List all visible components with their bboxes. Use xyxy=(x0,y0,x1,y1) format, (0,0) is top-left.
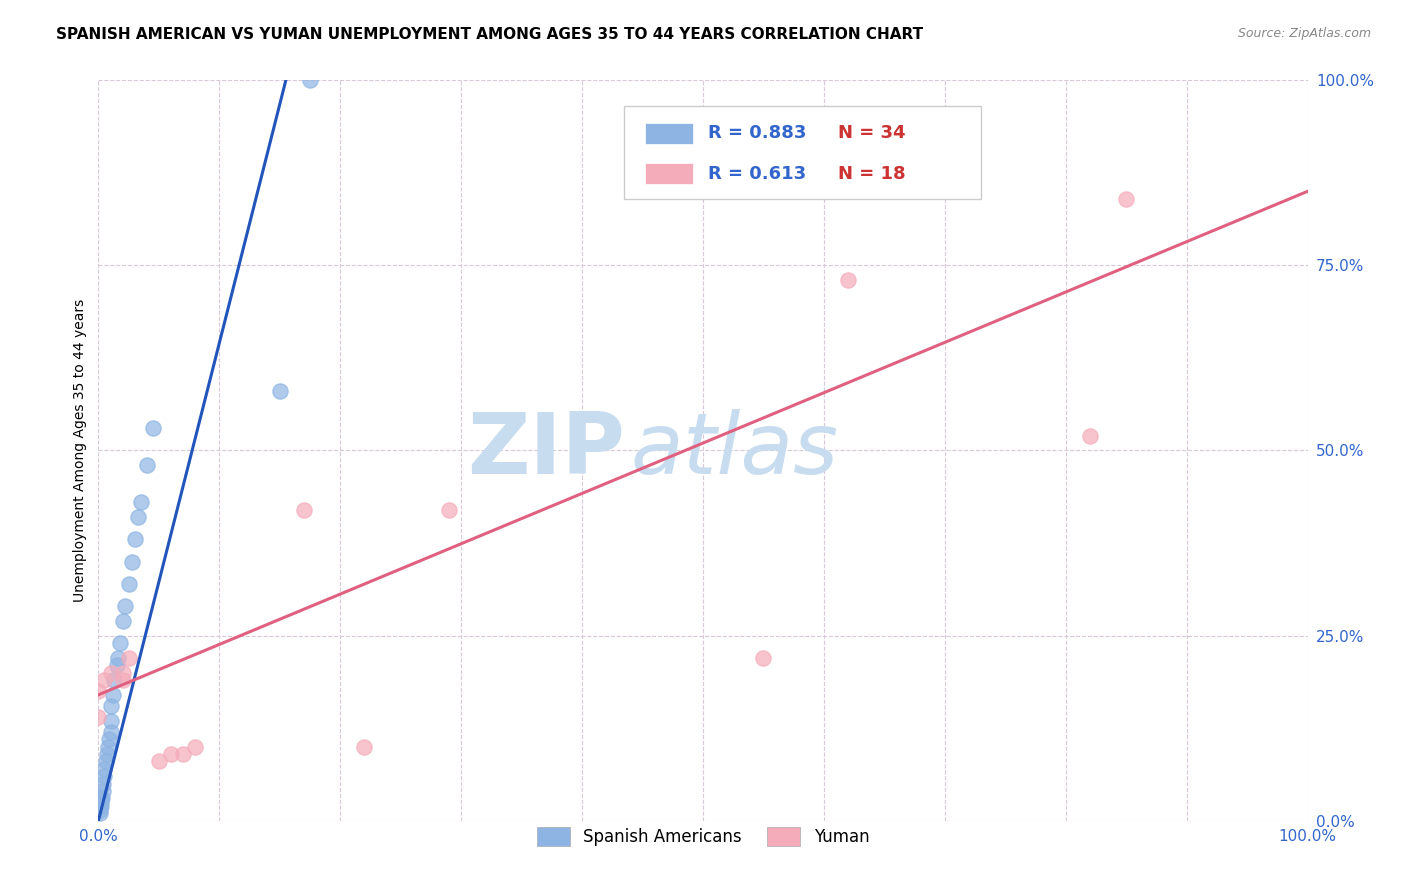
Point xyxy=(1115,192,1137,206)
Point xyxy=(114,599,136,613)
Point xyxy=(437,502,460,516)
Point xyxy=(87,684,110,698)
Text: R = 0.883: R = 0.883 xyxy=(707,124,806,143)
Point xyxy=(118,650,141,665)
Point xyxy=(90,798,112,813)
Point xyxy=(101,688,124,702)
Point xyxy=(90,791,112,805)
FancyBboxPatch shape xyxy=(645,163,693,184)
Point xyxy=(87,710,110,724)
Point xyxy=(100,714,122,728)
Point xyxy=(89,798,111,813)
Point xyxy=(353,739,375,754)
Text: atlas: atlas xyxy=(630,409,838,492)
Legend: Spanish Americans, Yuman: Spanish Americans, Yuman xyxy=(530,821,876,853)
Point xyxy=(89,803,111,817)
Point xyxy=(103,673,125,687)
Point xyxy=(299,73,322,87)
Point xyxy=(111,673,134,687)
Point xyxy=(94,755,117,769)
Point xyxy=(91,776,114,791)
Point xyxy=(91,784,114,798)
Point xyxy=(108,636,131,650)
Point xyxy=(111,614,134,628)
Point xyxy=(172,747,194,761)
Y-axis label: Unemployment Among Ages 35 to 44 years: Unemployment Among Ages 35 to 44 years xyxy=(73,299,87,602)
Point xyxy=(837,273,859,287)
Point xyxy=(292,502,315,516)
Point xyxy=(100,724,122,739)
Text: SPANISH AMERICAN VS YUMAN UNEMPLOYMENT AMONG AGES 35 TO 44 YEARS CORRELATION CHA: SPANISH AMERICAN VS YUMAN UNEMPLOYMENT A… xyxy=(56,27,924,42)
Point xyxy=(129,495,152,509)
FancyBboxPatch shape xyxy=(624,106,981,199)
Point xyxy=(89,806,111,821)
Point xyxy=(93,762,115,776)
Point xyxy=(100,698,122,713)
Text: N = 18: N = 18 xyxy=(838,165,905,183)
Point xyxy=(91,791,114,805)
Point xyxy=(97,739,120,754)
Point xyxy=(96,747,118,761)
Point xyxy=(98,732,121,747)
Point xyxy=(90,795,112,809)
Text: Source: ZipAtlas.com: Source: ZipAtlas.com xyxy=(1237,27,1371,40)
Point xyxy=(752,650,775,665)
Point xyxy=(1078,428,1101,442)
Point xyxy=(118,576,141,591)
Point xyxy=(184,739,207,754)
Point xyxy=(142,421,165,435)
Text: R = 0.613: R = 0.613 xyxy=(707,165,806,183)
Point xyxy=(121,555,143,569)
Point xyxy=(124,533,146,547)
Point xyxy=(111,665,134,680)
Point xyxy=(105,658,128,673)
Text: N = 34: N = 34 xyxy=(838,124,905,143)
Point xyxy=(148,755,170,769)
Point xyxy=(135,458,157,473)
FancyBboxPatch shape xyxy=(645,123,693,144)
Point xyxy=(107,650,129,665)
Point xyxy=(269,384,291,399)
Point xyxy=(93,673,115,687)
Point xyxy=(100,665,122,680)
Point xyxy=(93,769,115,783)
Text: ZIP: ZIP xyxy=(467,409,624,492)
Point xyxy=(127,510,149,524)
Point xyxy=(160,747,183,761)
